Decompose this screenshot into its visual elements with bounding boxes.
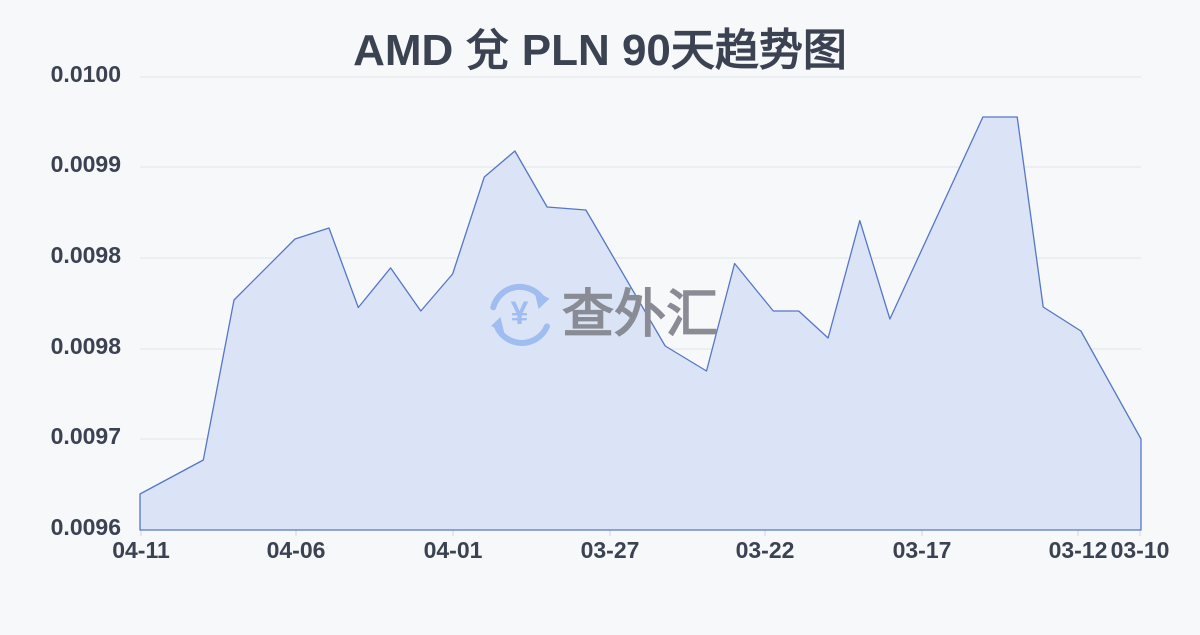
svg-text:03-17: 03-17 bbox=[893, 537, 952, 563]
svg-text:0.0097: 0.0097 bbox=[51, 423, 121, 449]
svg-text:03-10: 03-10 bbox=[1111, 537, 1170, 563]
svg-text:0.0096: 0.0096 bbox=[51, 514, 121, 540]
svg-text:0.0098: 0.0098 bbox=[51, 242, 122, 268]
svg-text:04-06: 04-06 bbox=[267, 537, 326, 563]
svg-text:03-22: 03-22 bbox=[736, 537, 795, 563]
svg-text:查外汇: 查外汇 bbox=[562, 286, 718, 344]
svg-text:04-01: 04-01 bbox=[424, 537, 483, 563]
svg-text:¥: ¥ bbox=[511, 295, 529, 331]
svg-text:0.0098: 0.0098 bbox=[51, 333, 122, 359]
svg-text:03-12: 03-12 bbox=[1049, 537, 1108, 563]
svg-text:0.0099: 0.0099 bbox=[51, 151, 121, 177]
svg-text:04-11: 04-11 bbox=[112, 537, 170, 563]
svg-text:03-27: 03-27 bbox=[581, 537, 640, 563]
